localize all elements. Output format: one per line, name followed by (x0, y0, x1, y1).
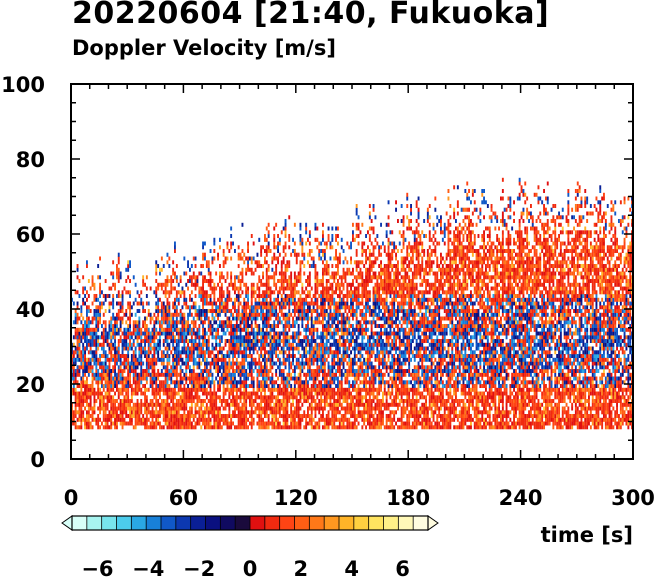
x-axis-label: time [s] (541, 523, 633, 547)
colorbar-swatch (205, 516, 221, 530)
colorbar: −6 −4 −2 0 2 4 6 (61, 515, 439, 577)
colorbar-swatch (294, 516, 310, 530)
colorbar-swatch (161, 516, 177, 530)
x-tick-label: 180 (386, 486, 430, 510)
y-tick-label: 60 (16, 223, 45, 247)
colorbar-frame (71, 515, 429, 531)
y-tick-label: 0 (30, 448, 45, 472)
echo-field (71, 177, 633, 430)
colorbar-swatch (413, 516, 429, 530)
colorbar-swatch (86, 516, 103, 530)
colorbar-swatch (353, 516, 370, 530)
chart-subtitle: Doppler Velocity [m/s] (72, 36, 336, 60)
x-tick-label: 300 (611, 486, 655, 510)
x-tick-label: 240 (499, 486, 543, 510)
colorbar-tick-label: −4 (132, 557, 164, 577)
colorbar-swatch (235, 516, 251, 530)
x-tick-label: 0 (64, 486, 79, 510)
colorbar-swatch (264, 516, 281, 530)
colorbar-swatch (146, 516, 162, 530)
colorbar-arrow-right (427, 515, 439, 531)
colorbar-swatch (131, 516, 147, 530)
y-tick-label: 40 (16, 298, 45, 322)
colorbar-tick-label: −6 (81, 557, 113, 577)
colorbar-swatch (324, 516, 340, 530)
colorbar-swatch (368, 516, 384, 530)
colorbar-swatch (190, 516, 206, 530)
colorbar-swatch (250, 516, 266, 530)
colorbar-tick-label: 0 (243, 557, 258, 577)
colorbar-swatch (116, 516, 132, 530)
x-tick-label: 60 (169, 486, 198, 510)
chart-title: 20220604 [21:40, Fukuoka] (72, 0, 550, 31)
colorbar-swatch (72, 516, 88, 530)
colorbar-swatch (339, 516, 355, 530)
axes: 0 20 40 60 80 100 0 60 120 180 240 300 (1, 73, 655, 510)
colorbar-swatch (398, 516, 414, 530)
colorbar-swatch (101, 516, 117, 530)
colorbar-swatch (383, 516, 399, 530)
colorbar-swatch (175, 516, 192, 530)
y-tick-label: 80 (16, 148, 45, 172)
colorbar-swatch (309, 516, 325, 530)
x-tick-label: 120 (274, 486, 318, 510)
y-tick-label: 20 (16, 373, 45, 397)
colorbar-tick-label: −2 (183, 557, 215, 577)
colorbar-swatch (220, 516, 236, 530)
colorbar-tick-label: 2 (294, 557, 309, 577)
y-tick-label: 100 (1, 73, 45, 97)
colorbar-arrow-left (61, 515, 73, 531)
colorbar-swatch (279, 516, 295, 530)
colorbar-tick-label: 4 (344, 557, 359, 577)
colorbar-tick-label: 6 (395, 557, 410, 577)
